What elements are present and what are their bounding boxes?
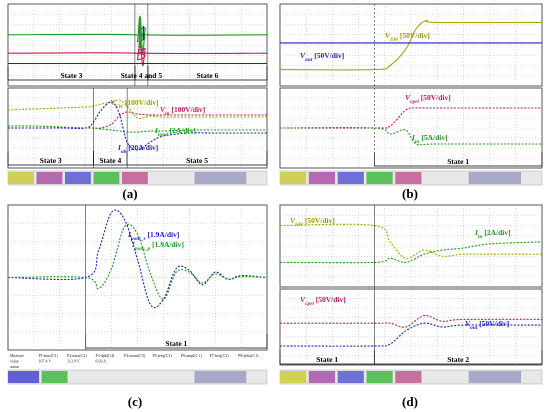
measure-cell: P3:dpk(C4) [96, 353, 115, 358]
channel-block [41, 371, 68, 383]
annotation-vout: Vout [50V/div] [300, 51, 344, 63]
annotation-iin: Iin [5A/div] [411, 133, 448, 145]
channel-block [8, 371, 40, 383]
channel-block [280, 172, 307, 184]
channel-block [468, 172, 522, 184]
state-label-a-lower: State 5 [186, 156, 208, 165]
annotation-vout: Vout [50V/div] [465, 319, 509, 331]
channel-block [395, 371, 422, 383]
channel-block [194, 371, 247, 383]
measure-cell: P8:delta(C1) [238, 353, 259, 358]
measure-cell: 6.03 A [96, 359, 107, 364]
measure-cell: Measure [10, 353, 24, 358]
panel-d-label: (d) [402, 394, 418, 409]
channel-block [36, 172, 63, 184]
state-label-a-upper: State 4 and 5 [121, 71, 163, 80]
panel-c-label: (c) [128, 394, 142, 409]
measure-cell: 113.9 V [67, 359, 80, 364]
state-label-a-lower: State 3 [40, 156, 62, 165]
annotation-vsw: VSW [50V/div] [290, 216, 335, 228]
measure-cell: P7:freq(C2) [210, 353, 230, 358]
series-line-d-upper-0 [279, 223, 542, 259]
channel-block [366, 172, 393, 184]
panel-a-label: (a) [122, 186, 137, 201]
measure-cell: value [10, 359, 19, 364]
channel-block [194, 172, 247, 184]
panel-b-upper-plot-area [279, 3, 543, 87]
panel-b-label: (b) [402, 186, 418, 201]
state-label-c: State 1 [165, 339, 187, 348]
channel-block [308, 172, 336, 184]
series-line-d-upper-1 [279, 241, 543, 264]
annotation-vsw: VSW [50V/div] [385, 31, 430, 43]
series-line-a-lower-0 [7, 99, 267, 119]
measure-cell: P5:freq(C1) [153, 353, 173, 358]
channel-block [366, 371, 393, 383]
measure-cell: P1:max(C1) [39, 353, 59, 358]
state-label-b-lower: State 1 [447, 157, 469, 166]
channel-block [468, 371, 522, 383]
annotation-vcpri: Vcpri [50V/div] [300, 295, 346, 307]
transient-spike [142, 26, 145, 40]
state-label-d-lower: State 1 [316, 355, 338, 364]
transient-spike [138, 18, 141, 48]
measure-cell: P2:max(C2) [67, 353, 87, 358]
channel-block [121, 172, 148, 184]
measure-cell: P6:ampl(C1) [181, 353, 202, 358]
annotation-vcpri: Vcpri [50V/div] [405, 93, 451, 105]
state-label-d-lower: State 2 [447, 355, 469, 364]
state-label-a-lower: State 4 [99, 156, 121, 165]
channel-block [337, 371, 364, 383]
chart-layer: State 3 State 4 and 5 State 6 State 3 State … [7, 4, 543, 385]
annotation-ipom-s: Ipom_s [1.9A/div] [127, 230, 179, 242]
annotation-vsw: VSW [100V/div] [110, 98, 159, 110]
channel-block [395, 172, 422, 184]
state-label-a-upper: State 3 [61, 71, 83, 80]
channel-block [8, 172, 34, 184]
series-line-a-lower-2 [7, 125, 267, 133]
annotation-ipom-p: Ipom_p [1.9A/div] [131, 240, 184, 252]
annotation-iob: Iob [20A/div] [117, 143, 158, 155]
series-line-b-lower-1 [279, 127, 542, 146]
measure-cell: 107.4 V [39, 359, 52, 364]
channel-block [280, 371, 307, 383]
channel-block [337, 172, 364, 184]
state-label-a-upper: State 6 [196, 71, 218, 80]
measure-cell: status [10, 364, 20, 369]
channel-block [64, 172, 91, 184]
measure-cell: P4:mean(C3) [124, 353, 146, 358]
series-line-b-lower-0 [279, 107, 542, 129]
annotation-iload: Iload [2A/div] [154, 126, 196, 138]
series-line-a-lower-3 [7, 101, 267, 151]
annotation-vin: Vin [100V/div] [160, 105, 205, 117]
series-line-c-1 [7, 223, 268, 300]
channel-block [93, 172, 120, 184]
channel-block [308, 371, 336, 383]
series-line-d-lower-1 [279, 322, 543, 347]
annotation-iin: Iin [2A/div] [474, 228, 511, 240]
